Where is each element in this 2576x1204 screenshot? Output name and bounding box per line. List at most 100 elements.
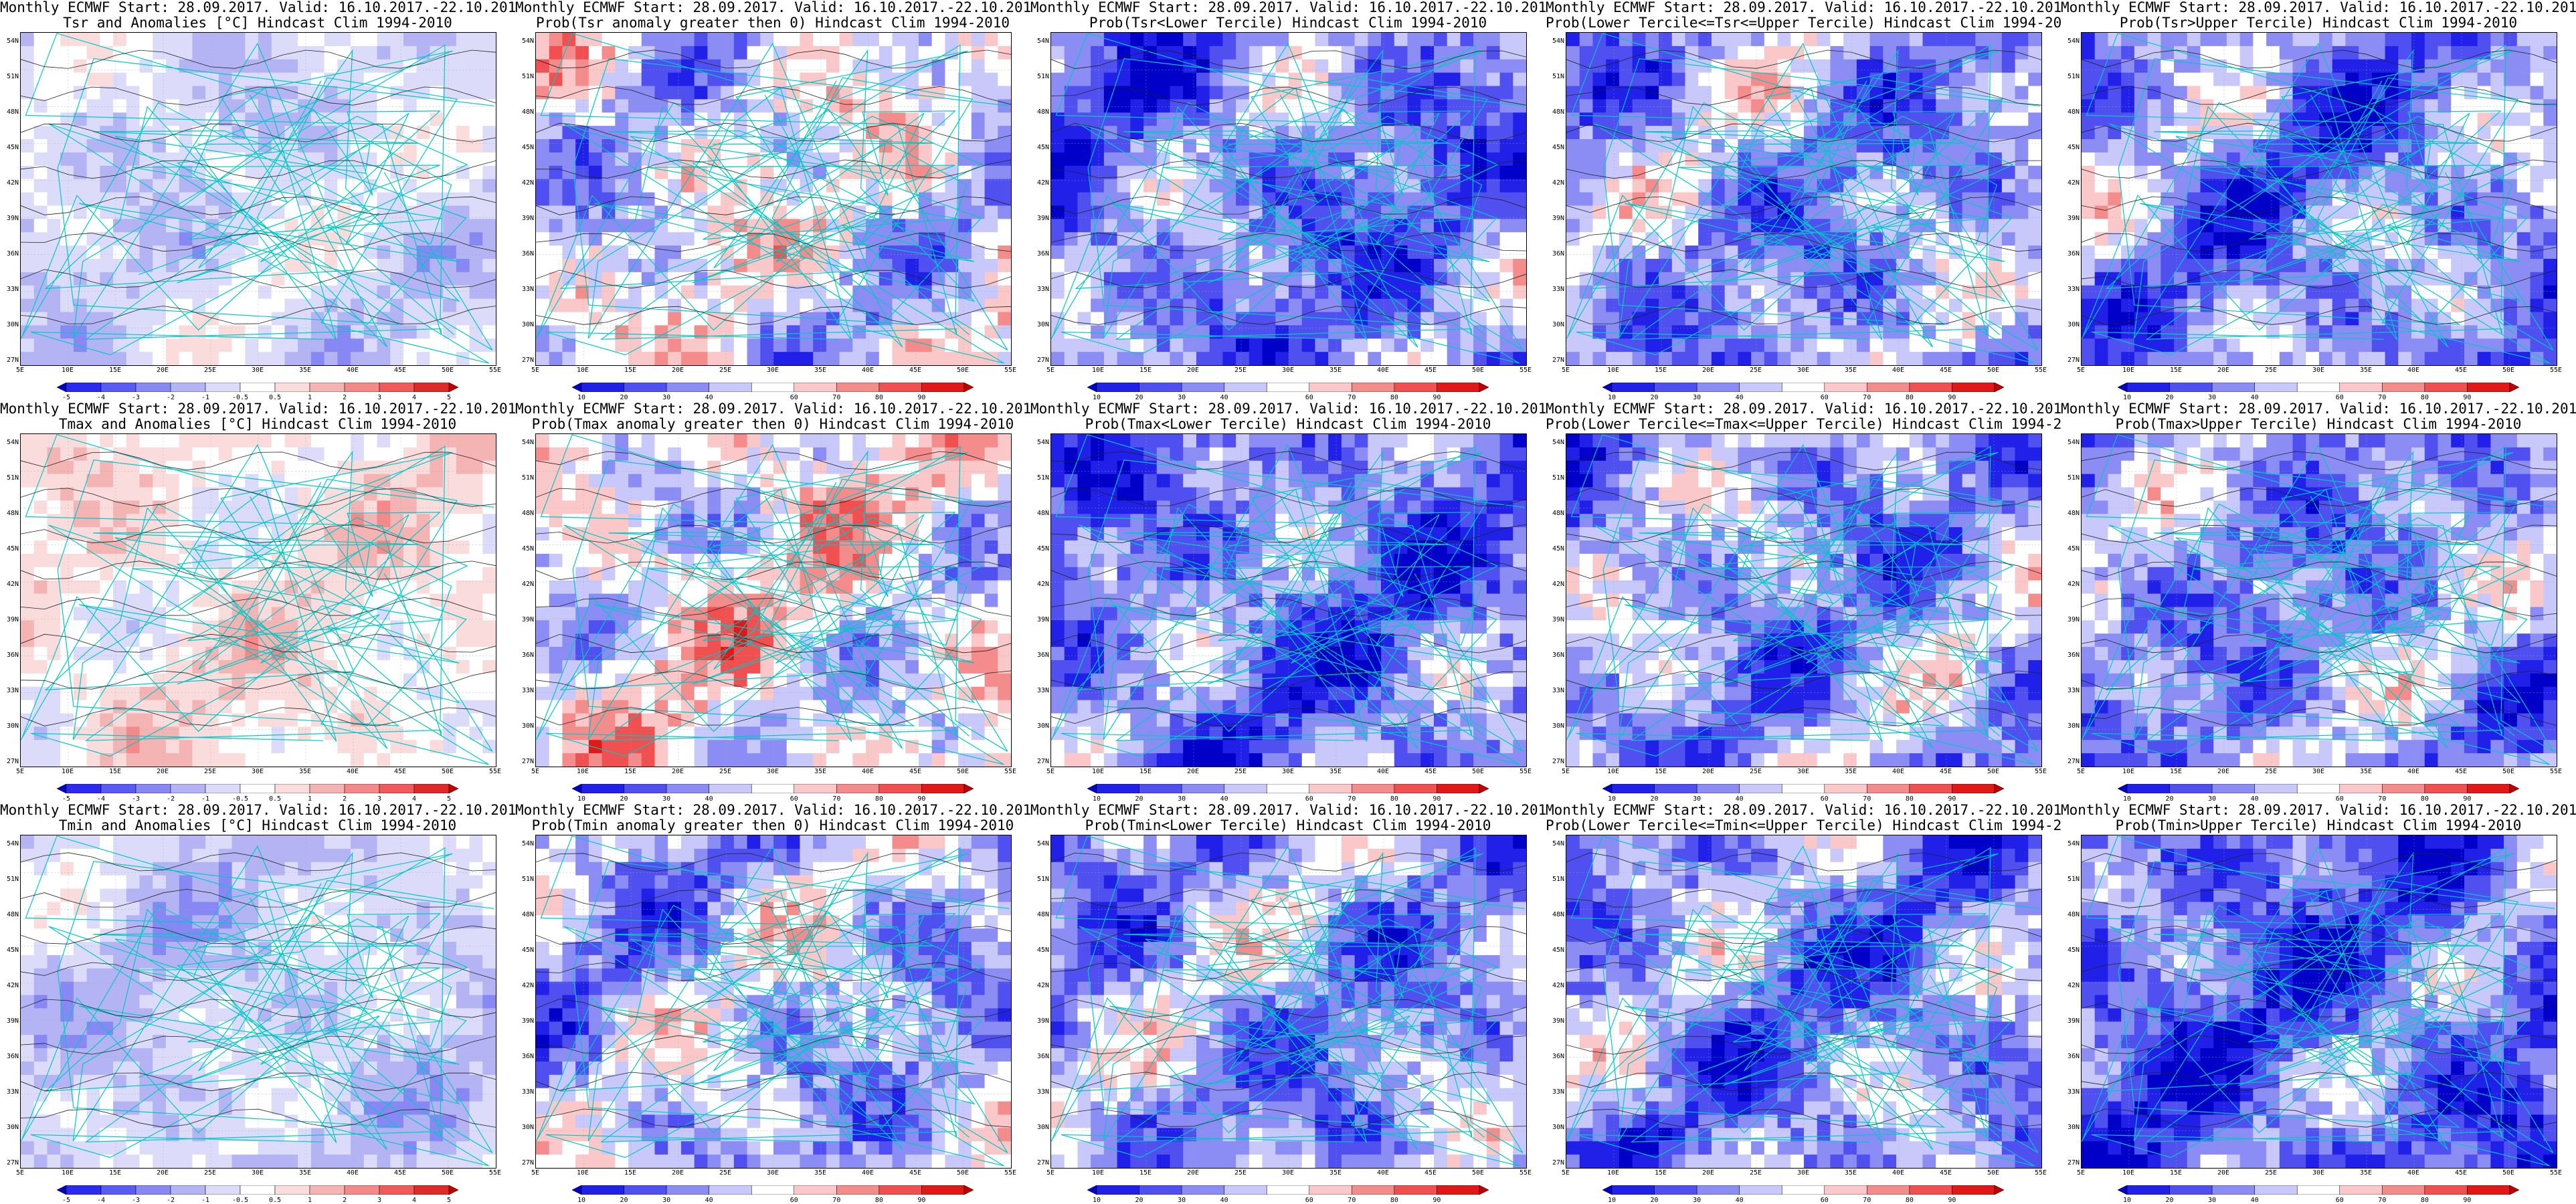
- heatmap-cell: [284, 205, 298, 219]
- heatmap-cell: [2266, 112, 2280, 126]
- heatmap-cell: [958, 325, 972, 339]
- heatmap-cell: [363, 59, 378, 74]
- heatmap-cell: [680, 59, 695, 74]
- heatmap-cell: [1645, 86, 1659, 100]
- heatmap-cell: [984, 179, 998, 193]
- heatmap-cell: [47, 352, 61, 365]
- heatmap-cell: [1566, 352, 1580, 365]
- heatmap-cell: [2385, 45, 2399, 60]
- heatmap-cell: [615, 325, 629, 339]
- heatmap-cell: [2371, 312, 2386, 326]
- heatmap-cell: [2398, 33, 2412, 47]
- heatmap-cell: [47, 434, 61, 448]
- heatmap-cell: [984, 126, 998, 140]
- heatmap-cell: [1368, 285, 1382, 300]
- heatmap-cell: [165, 99, 180, 113]
- heatmap-cell: [1948, 338, 1963, 353]
- heatmap-cell: [866, 99, 880, 113]
- heatmap-cell: [1869, 99, 1883, 113]
- heatmap-cell: [1077, 139, 1091, 153]
- heatmap-cell: [1659, 219, 1673, 233]
- heatmap-cell: [1460, 112, 1474, 126]
- heatmap-cell: [2213, 45, 2227, 60]
- heatmap-cell: [628, 72, 642, 87]
- heatmap-cell: [430, 245, 444, 260]
- heatmap-cell: [1659, 179, 1673, 193]
- heatmap-cell: [205, 205, 219, 219]
- heatmap-cell: [2239, 312, 2253, 326]
- heatmap-cell: [456, 352, 470, 365]
- lat-tick-label: 48N: [1552, 108, 1564, 116]
- heatmap-cell: [2082, 219, 2096, 233]
- heatmap-cell: [2200, 272, 2214, 286]
- heatmap-cell: [2147, 112, 2161, 126]
- heatmap-cell: [60, 165, 74, 180]
- heatmap-cell: [905, 86, 919, 100]
- heatmap-cell: [430, 219, 444, 233]
- heatmap-cell: [1499, 59, 1513, 74]
- heatmap-cell: [1804, 33, 1818, 47]
- heatmap-cell: [482, 298, 496, 313]
- heatmap-cell: [1249, 312, 1263, 326]
- heatmap-cell: [1579, 139, 1594, 153]
- heatmap-cell: [998, 72, 1011, 87]
- heatmap-cell: [469, 298, 483, 313]
- lat-tick-label: 33N: [2067, 286, 2080, 293]
- heatmap-cell: [310, 298, 325, 313]
- heatmap-cell: [2082, 325, 2096, 339]
- heatmap-cell: [773, 139, 788, 153]
- heatmap-cell: [2094, 45, 2109, 60]
- heatmap-cell: [1315, 205, 1329, 219]
- heatmap-cell: [337, 45, 351, 60]
- heatmap-cell: [1606, 272, 1620, 286]
- heatmap-cell: [2160, 312, 2175, 326]
- heatmap-cell: [575, 325, 589, 339]
- heatmap-cell: [73, 258, 88, 273]
- heatmap-cell: [1262, 86, 1276, 100]
- heatmap-cell: [430, 447, 444, 462]
- heatmap-cell: [2292, 219, 2306, 233]
- heatmap-cell: [971, 272, 986, 286]
- heatmap-cell: [668, 165, 682, 180]
- heatmap-cell: [852, 72, 866, 87]
- heatmap-cell: [1077, 165, 1091, 180]
- colorbar-swatch: [794, 383, 837, 392]
- heatmap-cell: [2464, 139, 2478, 153]
- heatmap-cell: [1566, 258, 1580, 273]
- heatmap-cell: [562, 258, 576, 273]
- heatmap-cell: [2082, 285, 2096, 300]
- heatmap-cell: [800, 179, 814, 193]
- heatmap-cell: [192, 192, 206, 207]
- heatmap-cell: [1777, 272, 1791, 286]
- heatmap-cell: [2504, 33, 2518, 47]
- heatmap-cell: [588, 165, 603, 180]
- heatmap-cell: [403, 33, 418, 47]
- contour-line: [21, 86, 496, 106]
- heatmap-cell: [310, 45, 325, 60]
- heatmap-cell: [1196, 139, 1210, 153]
- heatmap-cell: [2001, 272, 2016, 286]
- heatmap-cell: [2094, 298, 2109, 313]
- heatmap-cell: [205, 312, 219, 326]
- heatmap-cell: [2239, 152, 2253, 167]
- heatmap-cell: [654, 338, 668, 353]
- heatmap-cell: [33, 45, 48, 60]
- heatmap-cell: [1909, 352, 1924, 365]
- heatmap-cell: [258, 33, 272, 47]
- heatmap-cell: [2094, 258, 2109, 273]
- heatmap-cell: [2001, 112, 2016, 126]
- coastline: [21, 33, 442, 340]
- heatmap-cell: [1989, 232, 2003, 246]
- heatmap-cell: [879, 59, 893, 74]
- heatmap-cell: [33, 285, 48, 300]
- heatmap-cell: [1341, 192, 1356, 207]
- heatmap-cell: [2253, 352, 2267, 365]
- heatmap-cell: [2187, 179, 2201, 193]
- heatmap-cell: [2424, 192, 2439, 207]
- heatmap-cell: [1671, 205, 1686, 219]
- heatmap-cell: [469, 99, 483, 113]
- heatmap-cell: [60, 338, 74, 353]
- heatmap-cell: [654, 86, 668, 100]
- heatmap-cell: [482, 99, 496, 113]
- heatmap-cell: [998, 325, 1011, 339]
